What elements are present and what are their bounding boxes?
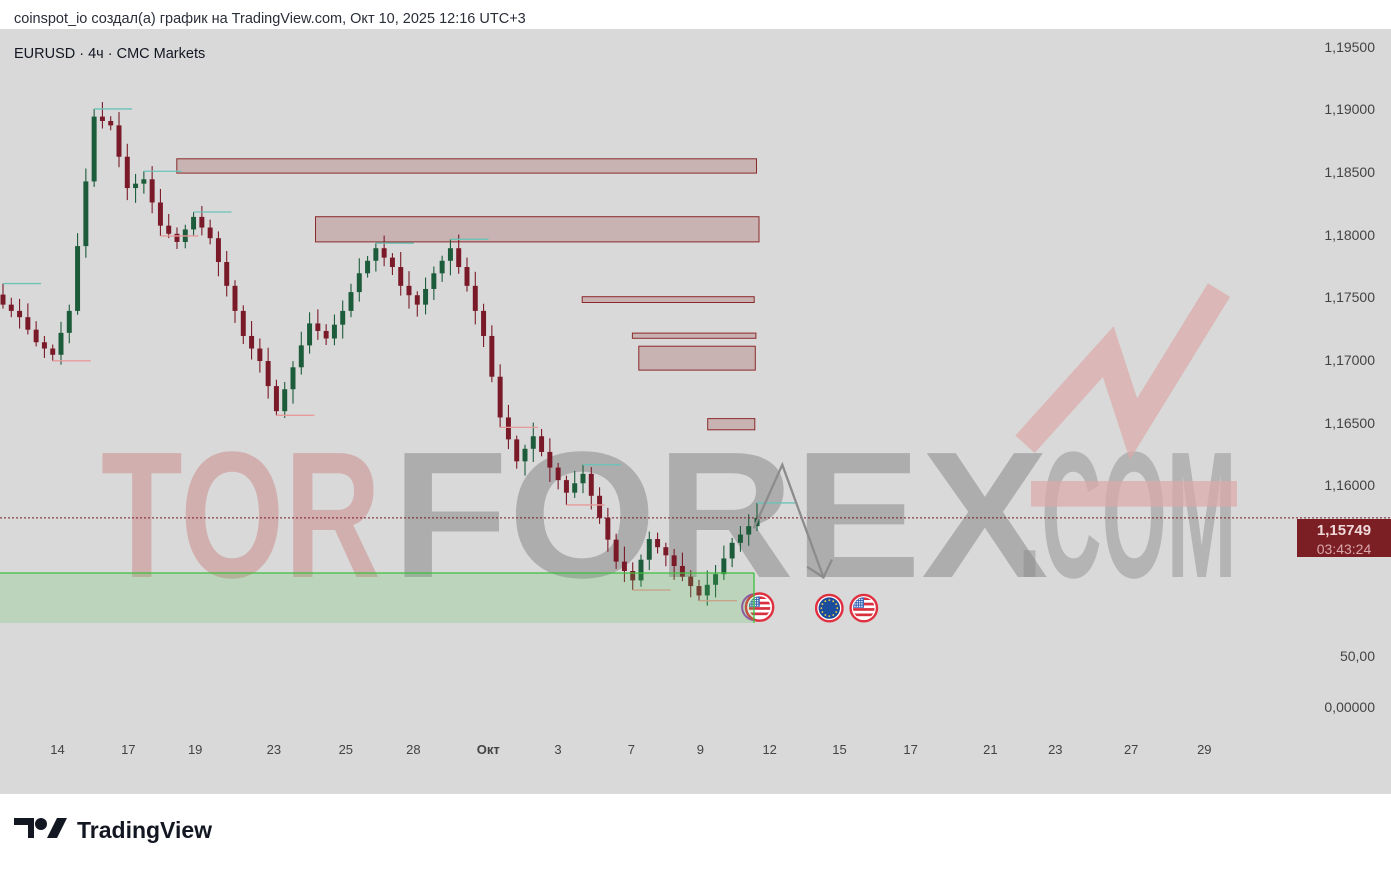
svg-text:TradingView: TradingView xyxy=(77,818,212,843)
